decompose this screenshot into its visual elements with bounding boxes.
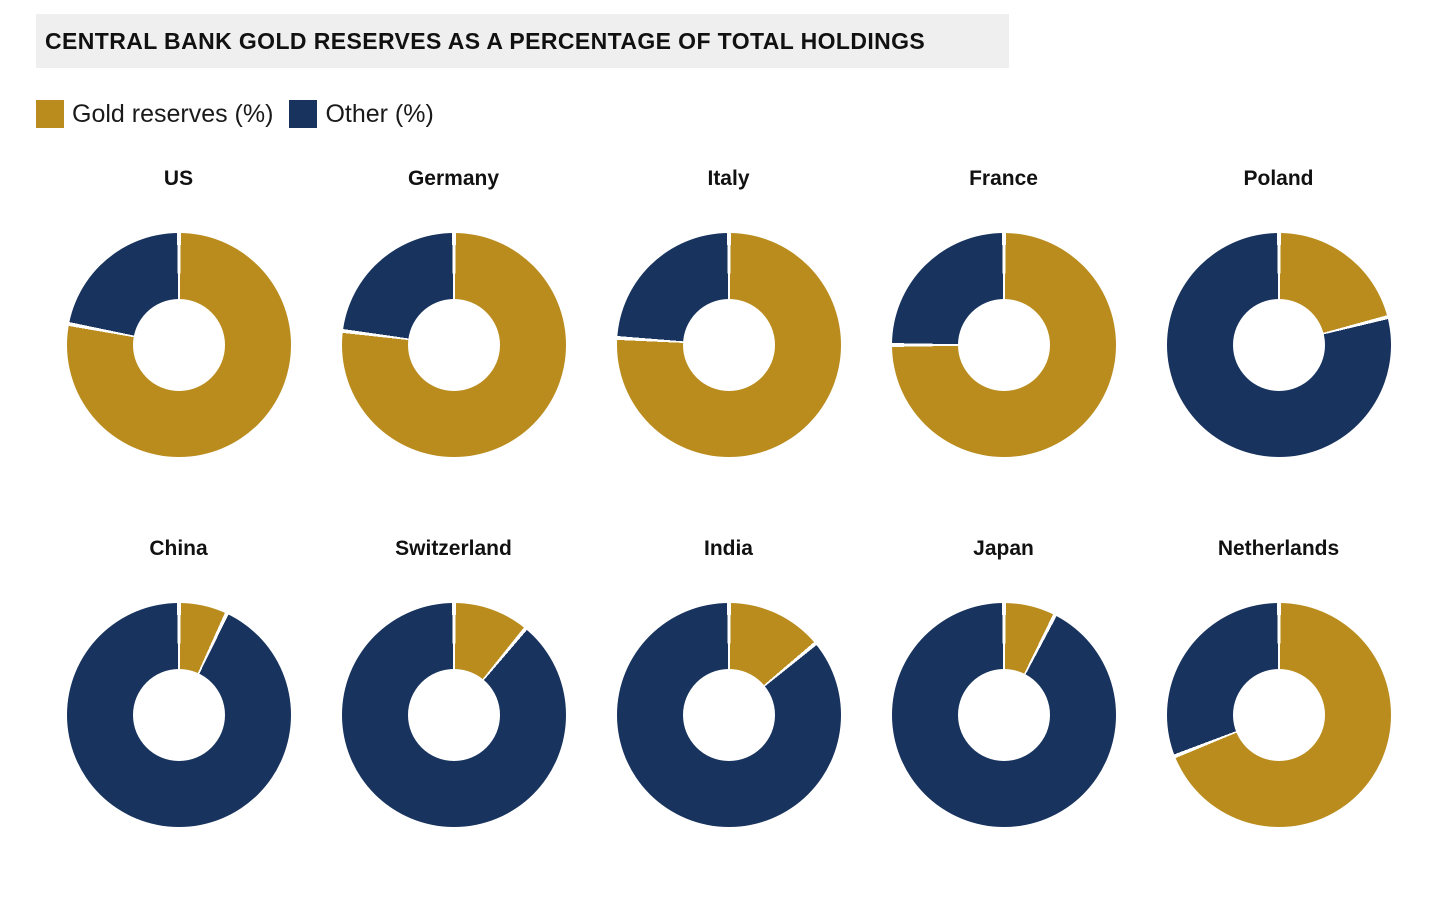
- donut-hole: [682, 669, 775, 761]
- donut-chart-switzerland: [341, 603, 566, 827]
- donut-chart-japan: [891, 603, 1116, 827]
- donut-chart-france: [891, 233, 1116, 457]
- donut-hole: [1232, 299, 1325, 391]
- gold-swatch-icon: [36, 100, 64, 128]
- donut-chart-netherlands: [1166, 603, 1391, 827]
- legend: Gold reserves (%) Other (%): [36, 100, 1456, 128]
- country-label-japan: Japan: [973, 537, 1034, 560]
- other-swatch-icon: [289, 100, 318, 128]
- donut-chart-us: [66, 233, 291, 457]
- chart-title-bar: CENTRAL BANK GOLD RESERVES AS A PERCENTA…: [36, 14, 1009, 68]
- donut-cell-japan: Japan: [866, 537, 1141, 827]
- donut-cell-netherlands: Netherlands: [1141, 537, 1416, 827]
- legend-label-other: Other (%): [325, 100, 434, 128]
- donut-chart-germany: [341, 233, 566, 457]
- donut-chart-china: [66, 603, 291, 827]
- donut-hole: [132, 669, 225, 761]
- legend-label-gold: Gold reserves (%): [72, 100, 274, 128]
- donut-cell-us: US: [41, 167, 316, 457]
- donut-hole: [957, 669, 1050, 761]
- donut-hole: [1232, 669, 1325, 761]
- country-label-poland: Poland: [1243, 167, 1314, 190]
- donut-grid: US Germany Italy France Poland China Switzerla…: [41, 167, 1456, 827]
- donut-chart-italy: [616, 233, 841, 457]
- donut-chart-poland: [1166, 233, 1391, 457]
- donut-hole: [407, 299, 500, 391]
- legend-item-other: Other (%): [289, 100, 434, 128]
- donut-cell-poland: Poland: [1141, 167, 1416, 457]
- donut-hole: [682, 299, 775, 391]
- donut-cell-france: France: [866, 167, 1141, 457]
- country-label-switzerland: Switzerland: [395, 537, 512, 560]
- country-label-italy: Italy: [707, 167, 750, 190]
- donut-cell-india: India: [591, 537, 866, 827]
- chart-title: CENTRAL BANK GOLD RESERVES AS A PERCENTA…: [45, 27, 926, 54]
- donut-cell-switzerland: Switzerland: [316, 537, 591, 827]
- donut-cell-china: China: [41, 537, 316, 827]
- country-label-us: US: [163, 167, 194, 190]
- donut-cell-germany: Germany: [316, 167, 591, 457]
- country-label-germany: Germany: [407, 167, 500, 190]
- legend-item-gold: Gold reserves (%): [36, 100, 273, 128]
- donut-cell-italy: Italy: [591, 167, 866, 457]
- country-label-netherlands: Netherlands: [1217, 537, 1340, 560]
- country-label-india: India: [703, 537, 753, 560]
- country-label-france: France: [969, 167, 1038, 190]
- donut-hole: [407, 669, 500, 761]
- chart-figure: CENTRAL BANK GOLD RESERVES AS A PERCENTA…: [36, 14, 1456, 827]
- donut-hole: [957, 299, 1050, 391]
- donut-hole: [132, 299, 225, 391]
- country-label-china: China: [149, 537, 208, 560]
- donut-chart-india: [616, 603, 841, 827]
